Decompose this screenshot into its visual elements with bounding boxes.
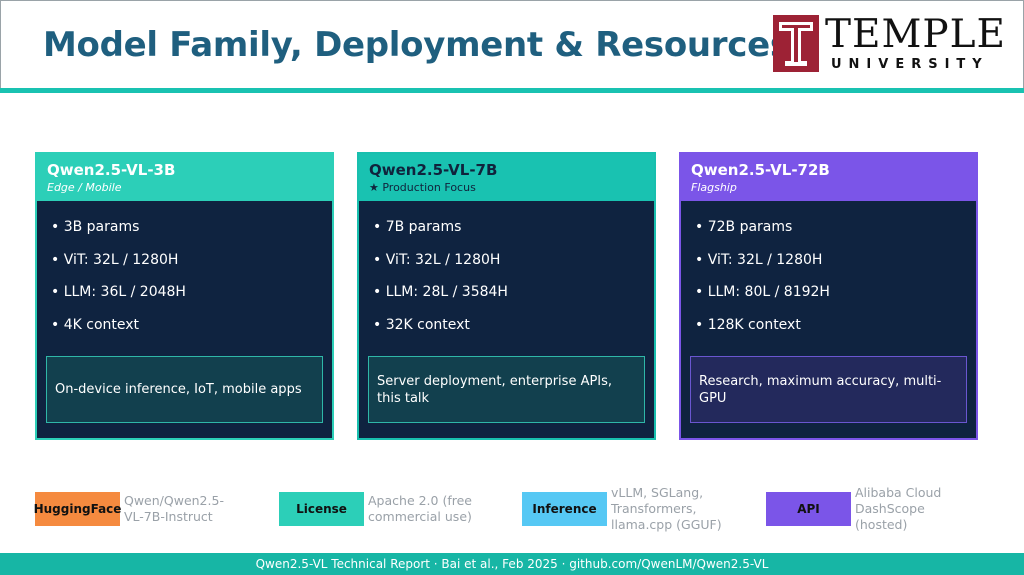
resource-value-api: Alibaba Cloud DashScope (hosted) (855, 485, 942, 532)
spec-item: • ViT: 32L / 1280H (373, 251, 501, 268)
resource-badge-huggingface: HuggingFace (34, 492, 121, 526)
card-body: • 7B params • ViT: 32L / 1280H • LLM: 28… (359, 201, 654, 438)
card-model-name: Qwen2.5-VL-3B (47, 161, 176, 179)
card-body: • 72B params • ViT: 32L / 1280H • LLM: 8… (681, 201, 976, 438)
card-header: Qwen2.5-VL-3B Edge / Mobile (37, 154, 332, 201)
model-card-72b: Qwen2.5-VL-72B Flagship • 72B params • V… (679, 152, 978, 440)
use-case-box: Server deployment, enterprise APIs, this… (368, 356, 645, 423)
slide-footer: Qwen2.5-VL Technical Report · Bai et al.… (0, 553, 1024, 575)
card-model-name: Qwen2.5-VL-7B (369, 161, 498, 179)
slide-title: Model Family, Deployment & Resources (43, 25, 790, 65)
model-card-7b: Qwen2.5-VL-7B ★ Production Focus • 7B pa… (357, 152, 656, 440)
card-tagline: Edge / Mobile (47, 181, 122, 194)
spec-item: • 128K context (695, 316, 801, 333)
card-tagline: Flagship (691, 181, 737, 194)
spec-item: • LLM: 80L / 8192H (695, 284, 830, 301)
spec-list: • 72B params • ViT: 32L / 1280H • LLM: 8… (681, 201, 976, 335)
use-case-box: On-device inference, IoT, mobile apps (46, 356, 323, 423)
spec-item: • 3B params (51, 219, 140, 235)
logo-subtitle: UNIVERSITY (831, 57, 989, 72)
spec-item: • ViT: 32L / 1280H (695, 251, 823, 268)
model-card-3b: Qwen2.5-VL-3B Edge / Mobile • 3B params … (35, 152, 334, 440)
resource-badge-api: API (766, 492, 851, 526)
resource-value-license: Apache 2.0 (free commercial use) (368, 493, 472, 524)
resource-badge-license: License (279, 492, 364, 526)
spec-item: • 32K context (373, 316, 470, 333)
spec-list: • 3B params • ViT: 32L / 1280H • LLM: 36… (37, 201, 332, 335)
resource-badge-inference: Inference (522, 492, 607, 526)
spec-item: • 7B params (373, 219, 462, 235)
card-tagline: ★ Production Focus (369, 181, 476, 194)
resource-value-huggingface: Qwen/Qwen2.5-VL-7B-Instruct (124, 493, 224, 524)
card-header: Qwen2.5-VL-7B ★ Production Focus (359, 154, 654, 201)
resource-value-inference: vLLM, SGLang, Transformers, llama.cpp (G… (611, 485, 722, 532)
spec-item: • 72B params (695, 219, 793, 235)
spec-item: • 4K context (51, 316, 140, 333)
header-divider (0, 88, 1024, 93)
temple-t-logo-icon (773, 15, 819, 72)
logo-wordmark: TEMPLE (825, 12, 1007, 57)
temple-university-logo: TEMPLE UNIVERSITY (773, 12, 1009, 75)
card-model-name: Qwen2.5-VL-72B (691, 161, 830, 179)
spec-item: • LLM: 28L / 3584H (373, 284, 508, 301)
spec-item: • LLM: 36L / 2048H (51, 284, 186, 301)
card-body: • 3B params • ViT: 32L / 1280H • LLM: 36… (37, 201, 332, 438)
use-case-box: Research, maximum accuracy, multi-GPU (690, 356, 967, 423)
spec-item: • ViT: 32L / 1280H (51, 251, 179, 268)
card-header: Qwen2.5-VL-72B Flagship (681, 154, 976, 201)
slide-header: Model Family, Deployment & Resources TEM… (0, 0, 1024, 88)
spec-list: • 7B params • ViT: 32L / 1280H • LLM: 28… (359, 201, 654, 335)
